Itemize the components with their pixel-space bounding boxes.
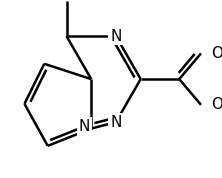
Text: OH: OH bbox=[211, 97, 222, 112]
Text: N: N bbox=[110, 29, 122, 44]
Text: N: N bbox=[79, 119, 90, 134]
Text: N: N bbox=[110, 115, 122, 130]
Text: O: O bbox=[211, 46, 222, 61]
